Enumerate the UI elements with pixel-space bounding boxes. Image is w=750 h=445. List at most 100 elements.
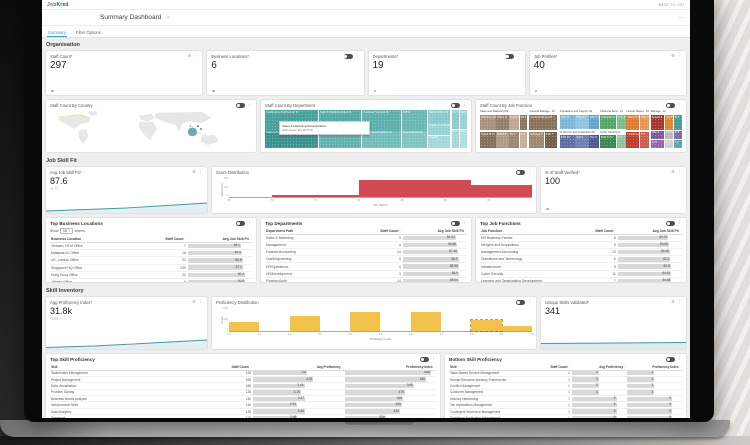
column-header[interactable]: Staff Count [147,236,187,242]
kebab-menu-icon[interactable]: ⋮ [677,102,683,108]
treemap-cell[interactable]: Infra 10 [559,135,575,148]
map-dot-hongkong[interactable] [196,125,199,128]
kebab-menu-icon[interactable]: ⋮ [247,220,253,226]
treemap-cell[interactable]: Legal 8 [428,135,451,148]
treemap-cell[interactable]: Infor 4 [650,130,665,140]
treemap-cell[interactable]: Talent & Devt 12 [428,110,451,123]
treemap-cell[interactable]: Assess 8 [650,114,665,131]
column-header[interactable]: Proficiency Index [344,364,436,370]
kebab-menu-icon[interactable]: ⋮ [677,299,683,305]
treemap-cell[interactable]: Plan 7 [545,132,558,148]
treemap-cell[interactable]: App 9 [575,135,589,148]
treemap-cell[interactable]: Sales 12 [496,114,509,131]
column-header[interactable]: Staff Count [577,228,617,234]
treemap-cell[interactable]: Ops/Engineering/Ops 26 [362,130,401,148]
histogram-bar[interactable] [272,195,359,197]
toggle-switch[interactable] [666,103,675,108]
kebab-menu-icon[interactable]: ⋮ [198,299,204,305]
histogram-bar[interactable] [289,316,320,331]
kebab-menu-icon[interactable]: ⋮ [527,299,533,305]
gear-icon[interactable]: ⚙ [671,53,675,59]
treemap-cell[interactable]: F 3 [451,129,459,148]
treemap-cell[interactable]: C 3 [519,132,528,148]
treemap-cell[interactable]: HR 4 [459,110,467,129]
column-header[interactable]: Proficiency Index [626,364,682,370]
toggle-switch[interactable] [666,221,675,226]
kebab-menu-icon[interactable]: ⋮ [677,220,683,226]
column-header[interactable]: Staff Count [196,364,252,370]
favorite-star-icon[interactable]: ☆ [165,14,171,21]
toggle-switch[interactable] [343,54,353,59]
kebab-menu-icon[interactable]: ⋮ [677,356,683,362]
histogram-bar[interactable] [501,325,532,331]
toggle-switch[interactable] [236,221,245,226]
column-header[interactable]: Skill [50,364,196,370]
map-dot-vietnam[interactable] [199,128,203,130]
treemap-cell[interactable]: Finance/Audit 24 [401,130,427,148]
gear-icon[interactable]: ⚙ [187,53,192,59]
column-header[interactable]: Skill [449,364,537,370]
treemap-cell[interactable]: In 3 [673,130,682,140]
histogram-bar[interactable] [470,319,503,332]
treemap-cell[interactable]: Financial 13 [600,114,617,130]
kebab-menu-icon[interactable]: ⋮ [193,53,199,59]
toggle-switch[interactable] [504,54,514,59]
toggle-switch[interactable] [420,357,429,362]
treemap-cell[interactable]: Quality & Comp 10 [428,123,451,136]
treemap-cell[interactable]: Comms 10 [509,114,520,131]
kebab-menu-icon[interactable]: ⋮ [355,53,360,59]
tab-summary[interactable]: Summary [47,28,67,37]
treemap-cell[interactable]: Talent M 9 [626,114,640,131]
gear-icon[interactable]: ⚙ [192,299,196,305]
treemap-cell[interactable]: Ri 5 [673,114,682,131]
page-size-select[interactable]: 10 ∨ [60,227,73,235]
tab-filter-options[interactable]: Filter Options [75,29,101,35]
treemap-cell[interactable]: Sy 3 [650,140,665,148]
toggle-switch[interactable] [666,357,675,362]
column-header[interactable]: Avg Proficiency [252,364,344,370]
histogram-bar[interactable] [358,180,472,197]
toggle-switch[interactable] [451,221,460,226]
column-header[interactable]: Staff Count [362,228,402,234]
treemap-cell[interactable]: Learning 8 [626,132,640,148]
gear-icon[interactable]: ⚙ [671,299,675,305]
back-to-list-link[interactable]: BACK TO LIST [658,2,685,7]
treemap-cell[interactable]: Brand 8 [496,132,509,148]
treemap-cell[interactable]: General Manag 28 [529,114,558,131]
kebab-menu-icon[interactable]: ⋮ [527,169,533,175]
column-header[interactable]: Job Function [480,228,577,234]
histogram-bar[interactable] [229,322,260,331]
treemap-cell[interactable]: Le 3 [665,130,674,140]
column-header[interactable]: Avg Job Skill Fit [187,236,252,242]
kebab-menu-icon[interactable]: ⋮ [431,356,437,362]
toggle-switch[interactable] [451,103,460,108]
toggle-switch[interactable] [516,300,525,305]
column-header[interactable]: Department Path [265,228,362,234]
treemap-cell[interactable]: Ops 12 [559,114,575,130]
treemap-cell[interactable]: Risk Co 6 [600,135,617,148]
treemap-cell[interactable]: Op 6 [665,114,674,131]
column-header[interactable]: Staff Count [537,364,571,370]
treemap-cell[interactable]: Strategy 8 [529,132,545,148]
kebab-menu-icon[interactable]: ⋮ [462,102,468,108]
treemap-cell[interactable]: Tr 3 [616,135,626,148]
treemap-cell[interactable]: Op 6 [451,110,459,129]
treemap-cell[interactable]: Marketing 18 [480,114,496,131]
kebab-menu-icon[interactable]: ⋮ [516,53,521,59]
treemap-cell[interactable]: Adm 11 [589,114,600,130]
gear-icon[interactable]: ⚙ [192,169,196,175]
overflow-menu-icon[interactable]: ⋯ [679,14,684,21]
map-bubble-singapore[interactable] [187,127,198,137]
column-header[interactable]: Avg Job Skill Fit [402,228,467,234]
toggle-switch[interactable] [516,170,525,175]
toggle-switch[interactable] [236,103,245,108]
kebab-menu-icon[interactable]: ⋮ [462,220,468,226]
kebab-menu-icon[interactable]: ⋮ [677,53,683,59]
treemap-cell[interactable]: HR 30 [401,110,427,131]
column-header[interactable]: Avg Proficiency [571,364,627,370]
treemap-cell[interactable]: Acct 8 [616,114,626,130]
column-header[interactable]: Business Location [50,236,147,242]
treemap-cell[interactable]: T 2 [673,140,682,148]
treemap-cell[interactable]: L 2 [665,140,674,148]
histogram-bar[interactable] [410,311,442,331]
